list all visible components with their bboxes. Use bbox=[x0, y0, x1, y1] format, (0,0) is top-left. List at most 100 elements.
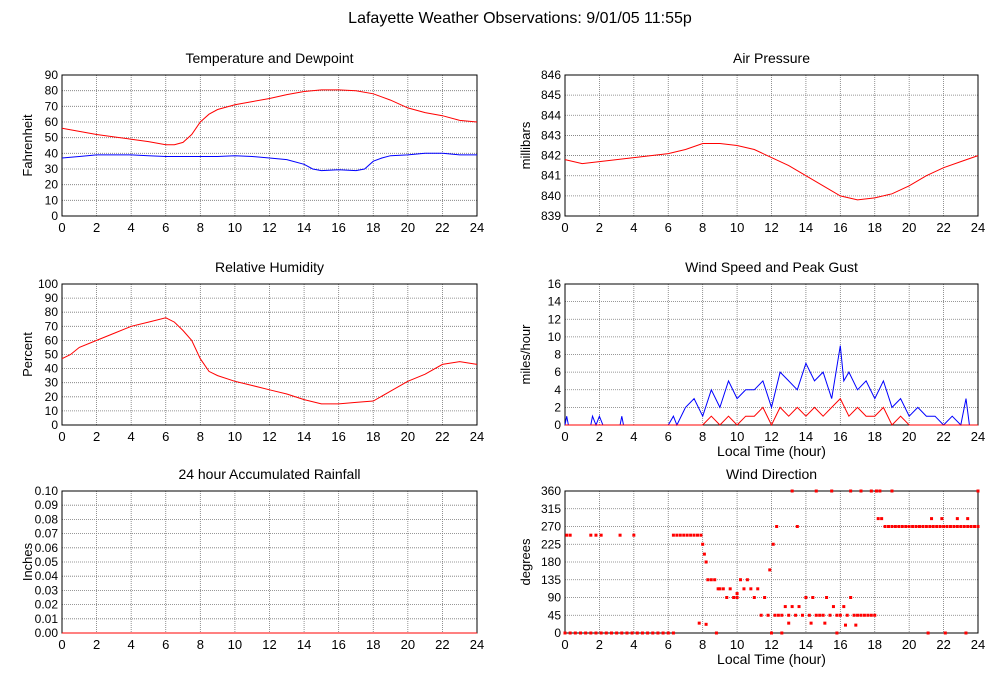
y-tick-label: 842 bbox=[541, 149, 561, 163]
y-axis-label: Fahrenheit bbox=[20, 114, 35, 177]
y-tick-label: 0.10 bbox=[35, 484, 59, 498]
y-tick-label: 50 bbox=[45, 348, 59, 362]
y-tick-label: 0 bbox=[51, 209, 58, 223]
scatter-point bbox=[697, 621, 701, 625]
x-tick-label: 12 bbox=[764, 220, 778, 235]
x-tick-label: 20 bbox=[401, 637, 415, 652]
scatter-point bbox=[859, 489, 863, 493]
x-tick-label: 20 bbox=[902, 637, 916, 652]
scatter-point bbox=[797, 605, 801, 609]
scatter-point bbox=[594, 631, 598, 635]
chart-title: Air Pressure bbox=[733, 50, 810, 66]
x-tick-label: 8 bbox=[699, 637, 706, 652]
y-tick-label: 841 bbox=[541, 169, 561, 183]
scatter-point bbox=[594, 533, 598, 537]
plot-frame bbox=[61, 74, 478, 217]
scatter-point bbox=[770, 631, 773, 635]
scatter-point bbox=[630, 631, 634, 635]
x-tick-label: 14 bbox=[799, 429, 813, 444]
scatter-point bbox=[646, 631, 650, 635]
y-tick-label: 80 bbox=[45, 305, 59, 319]
scatter-point bbox=[854, 623, 858, 627]
scatter-point bbox=[714, 631, 718, 635]
x-tick-label: 20 bbox=[902, 429, 916, 444]
scatter-point bbox=[845, 613, 849, 617]
scatter-point bbox=[678, 533, 682, 537]
scatter-point bbox=[893, 525, 897, 528]
scatter-point bbox=[921, 525, 925, 528]
scatter-point bbox=[952, 525, 956, 528]
scatter-point bbox=[780, 631, 784, 635]
y-tick-label: 270 bbox=[541, 520, 561, 534]
x-tick-label: 12 bbox=[262, 220, 276, 235]
scatter-point bbox=[849, 489, 853, 493]
y-tick-label: 40 bbox=[45, 362, 59, 376]
y-tick-label: 70 bbox=[45, 99, 59, 113]
scatter-point bbox=[800, 613, 804, 617]
scatter-point bbox=[823, 621, 827, 625]
y-tick-label: 315 bbox=[541, 502, 561, 516]
x-tick-label: 12 bbox=[764, 429, 778, 444]
scatter-point bbox=[790, 489, 794, 493]
scatter-point bbox=[656, 631, 660, 635]
x-tick-label: 0 bbox=[561, 637, 568, 652]
y-tick-label: 0.00 bbox=[35, 626, 59, 640]
scatter-point bbox=[701, 542, 705, 546]
scatter-point bbox=[964, 631, 968, 635]
scatter-point bbox=[804, 596, 808, 599]
y-tick-label: 839 bbox=[541, 209, 561, 223]
scatter-point bbox=[604, 631, 608, 635]
y-tick-label: 0.03 bbox=[35, 583, 59, 597]
x-tick-label: 10 bbox=[730, 220, 744, 235]
x-tick-label: 18 bbox=[868, 429, 882, 444]
x-tick-label: 6 bbox=[162, 429, 169, 444]
x-tick-label: 20 bbox=[401, 429, 415, 444]
x-tick-label: 0 bbox=[561, 429, 568, 444]
scatter-point bbox=[852, 613, 856, 617]
scatter-point bbox=[849, 596, 853, 599]
scatter-point bbox=[873, 613, 877, 617]
scatter-point bbox=[704, 560, 708, 564]
scatter-point bbox=[666, 631, 670, 635]
y-tick-label: 6 bbox=[554, 365, 561, 379]
scatter-point bbox=[706, 578, 710, 582]
scatter-point bbox=[926, 631, 930, 635]
scatter-point bbox=[940, 517, 944, 521]
y-tick-label: 135 bbox=[541, 573, 561, 587]
scatter-point bbox=[955, 517, 959, 521]
scatter-point bbox=[904, 525, 908, 528]
x-tick-label: 8 bbox=[197, 429, 204, 444]
y-tick-label: 0.05 bbox=[35, 555, 59, 569]
scatter-point bbox=[809, 621, 813, 625]
scatter-point bbox=[966, 525, 970, 528]
scatter-point bbox=[945, 525, 949, 528]
scatter-point bbox=[775, 525, 779, 528]
x-tick-label: 12 bbox=[764, 637, 778, 652]
x-tick-label: 8 bbox=[699, 220, 706, 235]
x-tick-label: 8 bbox=[699, 429, 706, 444]
x-tick-label: 4 bbox=[128, 429, 135, 444]
scatter-point bbox=[685, 533, 689, 537]
x-tick-label: 2 bbox=[596, 637, 603, 652]
x-tick-label: 4 bbox=[630, 637, 637, 652]
scatter-point bbox=[589, 533, 593, 537]
x-tick-label: 6 bbox=[665, 429, 672, 444]
x-tick-label: 12 bbox=[262, 637, 276, 652]
scatter-point bbox=[568, 631, 572, 635]
x-tick-label: 2 bbox=[596, 220, 603, 235]
x-tick-label: 18 bbox=[366, 429, 380, 444]
scatter-point bbox=[843, 623, 847, 627]
scatter-point bbox=[825, 596, 829, 599]
y-tick-label: 50 bbox=[45, 131, 59, 145]
x-tick-label: 16 bbox=[331, 637, 345, 652]
x-tick-label: 24 bbox=[470, 220, 484, 235]
scatter-point bbox=[625, 631, 629, 635]
y-tick-label: 90 bbox=[548, 591, 562, 605]
scatter-point bbox=[907, 525, 911, 528]
chart-title: Wind Direction bbox=[726, 466, 817, 482]
x-tick-label: 18 bbox=[366, 637, 380, 652]
x-axis-label: Local Time (hour) bbox=[717, 443, 826, 459]
y-tick-label: 845 bbox=[541, 88, 561, 102]
